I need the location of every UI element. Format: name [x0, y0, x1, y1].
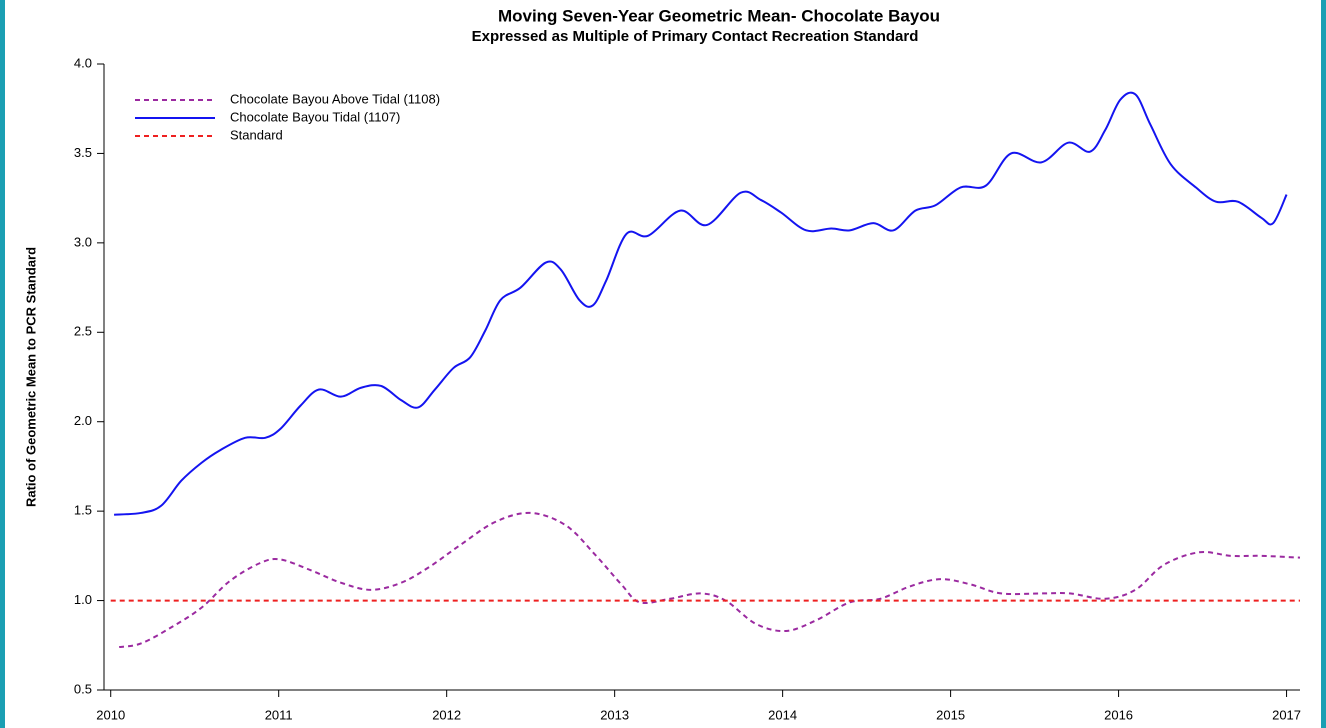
x-tick-label: 2010 — [96, 707, 125, 722]
x-tick-label: 2014 — [768, 707, 797, 722]
legend-label: Standard — [230, 127, 283, 142]
legend-label: Chocolate Bayou Above Tidal (1108) — [230, 91, 440, 106]
y-tick-label: 4.0 — [74, 55, 92, 70]
series-line — [118, 511, 1301, 649]
x-tick-label: 2015 — [936, 707, 965, 722]
right-border — [1321, 0, 1326, 728]
x-tick-label: 2016 — [1104, 707, 1133, 722]
y-tick-label: 3.5 — [74, 145, 92, 160]
x-tick-label: 2017 — [1272, 707, 1301, 722]
y-tick-label: 3.0 — [74, 234, 92, 249]
y-tick-label: 2.5 — [74, 324, 92, 339]
y-tick-label: 1.0 — [74, 592, 92, 607]
chart-title: Moving Seven-Year Geometric Mean- Chocol… — [498, 6, 940, 25]
x-tick-label: 2012 — [432, 707, 461, 722]
y-tick-label: 1.5 — [74, 503, 92, 518]
legend-label: Chocolate Bayou Tidal (1107) — [230, 109, 400, 124]
series-line — [114, 91, 1288, 516]
y-tick-label: 2.0 — [74, 413, 92, 428]
y-axis-label: Ratio of Geometric Mean to PCR Standard — [23, 247, 38, 507]
left-border — [0, 0, 5, 728]
x-tick-label: 2013 — [600, 707, 629, 722]
chart-subtitle: Expressed as Multiple of Primary Contact… — [472, 28, 919, 45]
x-tick-label: 2011 — [265, 707, 293, 722]
y-tick-label: 0.5 — [74, 681, 92, 696]
